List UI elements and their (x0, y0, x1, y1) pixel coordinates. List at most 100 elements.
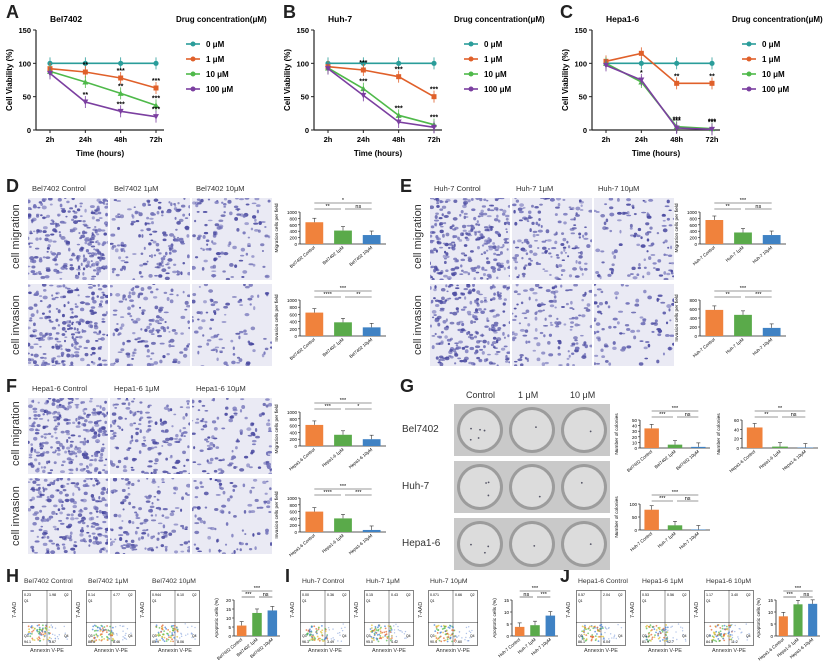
stained-cell (249, 489, 253, 494)
micrograph-image (594, 284, 674, 366)
flow-x-axis-label: Annexin V-PE (372, 648, 406, 654)
sig-label: ns (803, 592, 809, 598)
sig-label: *** (340, 484, 347, 490)
stained-cell (445, 252, 449, 256)
stained-cell (83, 257, 88, 262)
stained-cell (53, 427, 58, 431)
stained-cell (252, 433, 256, 437)
stained-cell (201, 470, 207, 473)
stained-cell (122, 498, 127, 503)
stained-cell (168, 340, 171, 344)
stained-cell (597, 310, 602, 314)
y-tick-label: 100 (629, 502, 637, 507)
stained-cell (566, 357, 570, 360)
series-point (360, 85, 367, 92)
stained-cell (101, 291, 105, 294)
stained-cell (160, 210, 164, 214)
stained-cell (42, 334, 46, 338)
event-dot (337, 632, 339, 635)
stained-cell (215, 446, 220, 449)
stained-cell (223, 211, 226, 214)
stained-cell (574, 339, 578, 342)
stained-cell (155, 288, 159, 291)
quadrant-label: Q3 (430, 634, 435, 638)
stained-cell (608, 325, 612, 329)
stained-cell (527, 323, 531, 327)
event-dot (194, 626, 196, 629)
event-dot (729, 633, 732, 636)
stained-cell (250, 326, 256, 331)
event-dot (161, 624, 164, 627)
stained-cell (49, 494, 55, 499)
stained-cell (196, 506, 201, 510)
stained-cell (102, 443, 105, 446)
stained-cell (175, 239, 179, 242)
y-tick-label: 0 (583, 126, 587, 135)
stained-cell (51, 364, 56, 366)
stained-cell (99, 456, 103, 460)
stained-cell (465, 237, 470, 242)
stained-cell (122, 341, 125, 346)
stained-cell (56, 478, 60, 482)
stained-cell (61, 504, 64, 508)
event-dot (48, 636, 51, 639)
event-dot (37, 639, 40, 641)
stained-cell (106, 199, 108, 203)
stained-cell (269, 487, 272, 491)
stained-cell (670, 245, 673, 250)
stained-cell (147, 420, 151, 424)
stained-cell (114, 248, 119, 253)
event-dot (454, 638, 457, 641)
legend-item-label: 10 μM (206, 70, 229, 79)
stained-cell (206, 243, 209, 246)
stained-cell (213, 469, 218, 473)
stained-cell (502, 331, 505, 336)
stained-cell (232, 353, 236, 356)
event-dot (64, 632, 66, 634)
event-dot (315, 627, 318, 630)
stained-cell (487, 353, 491, 356)
event-dot (165, 640, 168, 642)
legend-item-label: 100 μM (484, 85, 511, 94)
stained-cell (133, 398, 136, 400)
stained-cell (206, 459, 209, 463)
stained-cell (470, 320, 474, 325)
stained-cell (223, 313, 227, 316)
event-dot (106, 638, 109, 641)
stained-cell (133, 422, 137, 425)
stained-cell (138, 271, 142, 275)
series-point (674, 80, 680, 86)
significance-label: ** (83, 62, 89, 69)
stained-cell (47, 483, 52, 487)
stained-cell (97, 251, 102, 255)
stained-cell (66, 287, 71, 290)
event-dot (170, 634, 173, 637)
stained-cell (251, 443, 256, 446)
stained-cell (106, 411, 108, 415)
stained-cell (142, 262, 148, 266)
quadrant-label: Q4 (746, 634, 751, 638)
stained-cell (102, 430, 107, 433)
series-point (118, 60, 124, 66)
bar-0 (514, 626, 525, 636)
event-dot (651, 629, 653, 631)
stained-cell (214, 346, 220, 349)
stained-cell (115, 359, 119, 363)
stained-cell (435, 356, 439, 360)
event-dot (194, 638, 196, 640)
stained-cell (430, 205, 435, 210)
event-dot (111, 633, 114, 635)
micrograph-title: Bel7402 Control (32, 184, 86, 193)
stained-cell (28, 242, 31, 246)
stained-cell (583, 267, 588, 271)
event-dot (581, 636, 584, 638)
stained-cell (72, 505, 77, 509)
stained-cell (444, 299, 448, 302)
stained-cell (574, 316, 579, 320)
stained-cell (68, 472, 74, 474)
stained-cell (516, 293, 521, 296)
stained-cell (74, 403, 80, 406)
stained-cell (43, 409, 47, 414)
stained-cell (52, 525, 57, 528)
